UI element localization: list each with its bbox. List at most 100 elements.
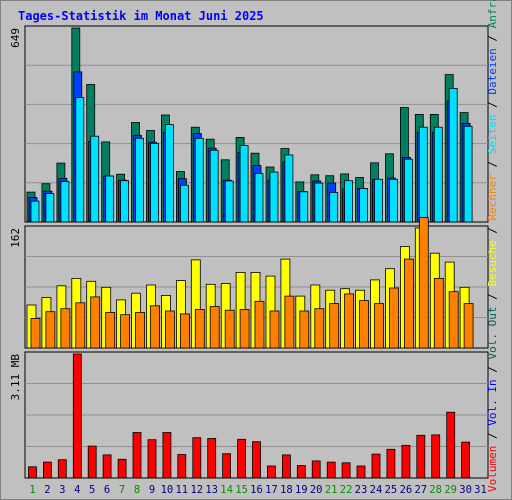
bar-volumen-1: [28, 466, 37, 479]
y-tick-label: 649: [9, 28, 22, 48]
bar-rechner-3: [60, 308, 71, 349]
bar-seiten-20: [314, 182, 324, 223]
bar-volumen-28: [431, 434, 441, 479]
x-tick-label: 18: [280, 484, 293, 496]
bar-seiten-17: [269, 171, 279, 223]
bar-rechner-17: [269, 310, 280, 349]
x-tick-label: 12: [190, 484, 203, 496]
bar-volumen-7: [117, 458, 127, 479]
bar-volumen-25: [386, 448, 396, 479]
bar-rechner-12: [194, 309, 205, 349]
legend-entry-7: /: [486, 220, 499, 240]
panel-2: 162: [9, 217, 489, 349]
bar-seiten-22: [344, 180, 354, 223]
x-tick-label: 30: [459, 484, 472, 496]
y-tick-label: 162: [9, 228, 22, 248]
bar-rechner-28: [433, 277, 444, 349]
bar-seiten-23: [359, 188, 369, 223]
bar-volumen-15: [237, 438, 247, 479]
chart-panels: 649 162 3.11 MB: [9, 25, 489, 479]
bar-volumen-17: [266, 465, 276, 479]
x-tick-label: 7: [119, 484, 125, 496]
bar-seiten-25: [389, 178, 398, 223]
bar-volumen-19: [296, 465, 306, 479]
bar-seiten-8: [135, 137, 144, 223]
bar-rechner-1: [30, 317, 41, 349]
x-tick-label: 9: [149, 484, 155, 496]
bar-volumen-3: [57, 459, 67, 479]
bar-seiten-16: [254, 173, 264, 223]
bar-volumen-23: [356, 465, 366, 479]
bar-rechner-13: [209, 306, 220, 349]
bar-rechner-20: [314, 308, 325, 349]
legend-entry-9: /: [486, 154, 499, 174]
legend-entry-2: Vol. In: [486, 379, 499, 425]
bar-rechner-16: [254, 300, 265, 349]
legend-entry-8: Rechner: [486, 174, 499, 221]
bar-volumen-29: [446, 411, 456, 479]
x-tick-label: 26: [400, 484, 413, 496]
bar-volumen-18: [281, 454, 291, 479]
x-tick-label: 17: [265, 484, 278, 496]
legend-text: Volumen / Vol. In / Vol. Out / Besuche /…: [486, 0, 499, 492]
legend-entry-14: Anfragen: [486, 0, 499, 28]
bar-volumen-30: [461, 441, 471, 479]
bar-rechner-21: [329, 303, 340, 349]
x-tick-label: 1: [29, 484, 35, 496]
bar-seiten-21: [329, 191, 339, 223]
bar-rechner-6: [105, 311, 116, 349]
panel-3: 3.11 MB: [9, 351, 489, 479]
x-tick-label: 28: [429, 484, 442, 496]
bar-rechner-27: [418, 217, 429, 349]
bar-seiten-11: [179, 184, 189, 223]
x-axis-tick-labels: 1 2 3 4 5 6 7 8 9 10 11 12 13 14 15 16 17 18 19 20 21 22 23 24 2…: [29, 484, 486, 496]
bar-rechner-29: [448, 291, 459, 349]
bar-volumen-14: [222, 453, 232, 479]
bar-seiten-1: [30, 200, 40, 223]
bar-volumen-22: [341, 462, 351, 479]
bar-seiten-30: [463, 125, 473, 223]
bar-volumen-9: [147, 439, 157, 479]
bar-seiten-28: [433, 126, 443, 223]
bar-volumen-2: [43, 461, 52, 479]
bar-volumen-16: [252, 441, 261, 479]
bar-rechner-24: [374, 303, 384, 349]
x-tick-label: 2: [44, 484, 50, 496]
bar-seiten-24: [374, 178, 383, 223]
legend-entry-10: Seiten: [486, 114, 499, 154]
bar-seiten-10: [164, 124, 174, 223]
bar-rechner-25: [389, 287, 399, 349]
bar-seiten-2: [45, 193, 55, 223]
bar-volumen-8: [132, 432, 142, 479]
bar-rechner-14: [224, 309, 235, 349]
bar-volumen-20: [311, 460, 321, 479]
legend-entry-4: Vol. Out: [486, 307, 499, 360]
legend-entry-0: Volumen: [486, 446, 499, 492]
bar-rechner-26: [403, 258, 414, 349]
bar-volumen-26: [401, 444, 411, 479]
bar-rechner-30: [463, 303, 474, 349]
bar-volumen-4: [72, 353, 82, 479]
x-tick-label: 25: [385, 484, 398, 496]
bar-seiten-6: [105, 175, 115, 223]
bar-rechner-22: [344, 293, 355, 349]
bar-volumen-21: [326, 461, 336, 479]
x-tick-label: 22: [340, 484, 353, 496]
x-tick-label: 19: [295, 484, 308, 496]
bar-seiten-18: [284, 154, 294, 223]
bar-volumen-6: [102, 454, 112, 479]
bar-rechner-23: [359, 300, 370, 349]
bar-seiten-4: [75, 97, 85, 223]
x-tick-label: 24: [370, 484, 383, 496]
x-tick-label: 23: [355, 484, 368, 496]
bar-volumen-11: [177, 454, 187, 479]
x-tick-label: 27: [414, 484, 427, 496]
x-tick-label: 5: [89, 484, 95, 496]
legend-entry-5: /: [486, 287, 499, 307]
y-tick-label: 3.11 MB: [9, 354, 22, 401]
bar-seiten-5: [90, 135, 100, 223]
bar-seiten-12: [194, 137, 204, 223]
x-tick-label: 29: [444, 484, 457, 496]
bar-rechner-4: [75, 302, 86, 349]
bar-rechner-5: [90, 296, 101, 349]
